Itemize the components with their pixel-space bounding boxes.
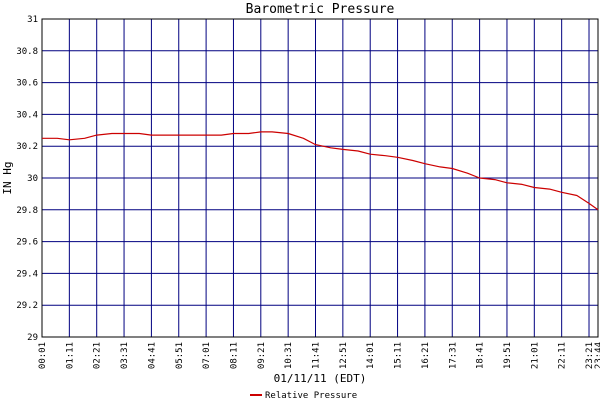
series-layer [42, 131, 599, 211]
x-tick-label: 03:31 [120, 342, 130, 369]
x-axis-ticks: 00:01 01:11 02:21 03:31 04:41 05:51 07:01 08:11… [38, 342, 600, 369]
y-tick-label: 30.4 [16, 110, 38, 120]
y-tick-label: 29.2 [16, 301, 38, 311]
x-tick-label: 16:21 [421, 342, 431, 369]
legend: Relative Pressure [250, 391, 357, 400]
x-tick-label: 22:11 [558, 342, 568, 369]
y-tick-label: 30.8 [16, 47, 38, 57]
x-tick-label: 09:21 [257, 342, 267, 369]
x-tick-label: 00:01 [38, 342, 48, 369]
x-tick-label: 23:21 [585, 342, 595, 369]
y-tick-label: 29 [27, 333, 38, 343]
x-tick-label: 08:11 [229, 342, 239, 369]
x-tick-label: 11:41 [312, 342, 322, 369]
x-tick-label: 17:31 [448, 342, 458, 369]
series-line-relative-pressure [42, 131, 599, 211]
y-axis-ticks: 29 29.2 29.4 29.6 29.8 30 30.2 30.4 30.6 30.8 31 [16, 15, 38, 343]
x-tick-label: 02:21 [93, 342, 103, 369]
x-tick-label: 01:11 [65, 342, 75, 369]
y-tick-label: 30 [27, 174, 38, 184]
x-tick-label: 23:44 [594, 342, 600, 369]
y-tick-label: 29.6 [16, 238, 38, 248]
x-tick-label: 19:51 [503, 342, 513, 369]
x-tick-label: 10:31 [284, 342, 294, 369]
y-axis-label: IN Hg [1, 161, 14, 194]
x-tick-label: 12:51 [339, 342, 349, 369]
x-tick-label: 05:51 [175, 342, 185, 369]
x-tick-label: 18:41 [476, 342, 486, 369]
legend-entry: Relative Pressure [265, 391, 357, 400]
y-tick-label: 30.2 [16, 142, 38, 152]
x-tick-label: 07:01 [202, 342, 212, 369]
x-tick-label: 21:01 [530, 342, 540, 369]
y-tick-label: 30.6 [16, 79, 38, 89]
x-axis-label: 01/11/11 (EDT) [274, 372, 367, 385]
y-tick-label: 31 [27, 15, 38, 25]
y-tick-label: 29.8 [16, 206, 38, 216]
x-tick-label: 15:11 [394, 342, 404, 369]
plot-frame [41, 18, 599, 338]
x-tick-label: 14:01 [366, 342, 376, 369]
x-tick-label: 04:41 [147, 342, 157, 369]
chart-title: Barometric Pressure [246, 2, 395, 17]
y-tick-label: 29.4 [16, 269, 38, 279]
